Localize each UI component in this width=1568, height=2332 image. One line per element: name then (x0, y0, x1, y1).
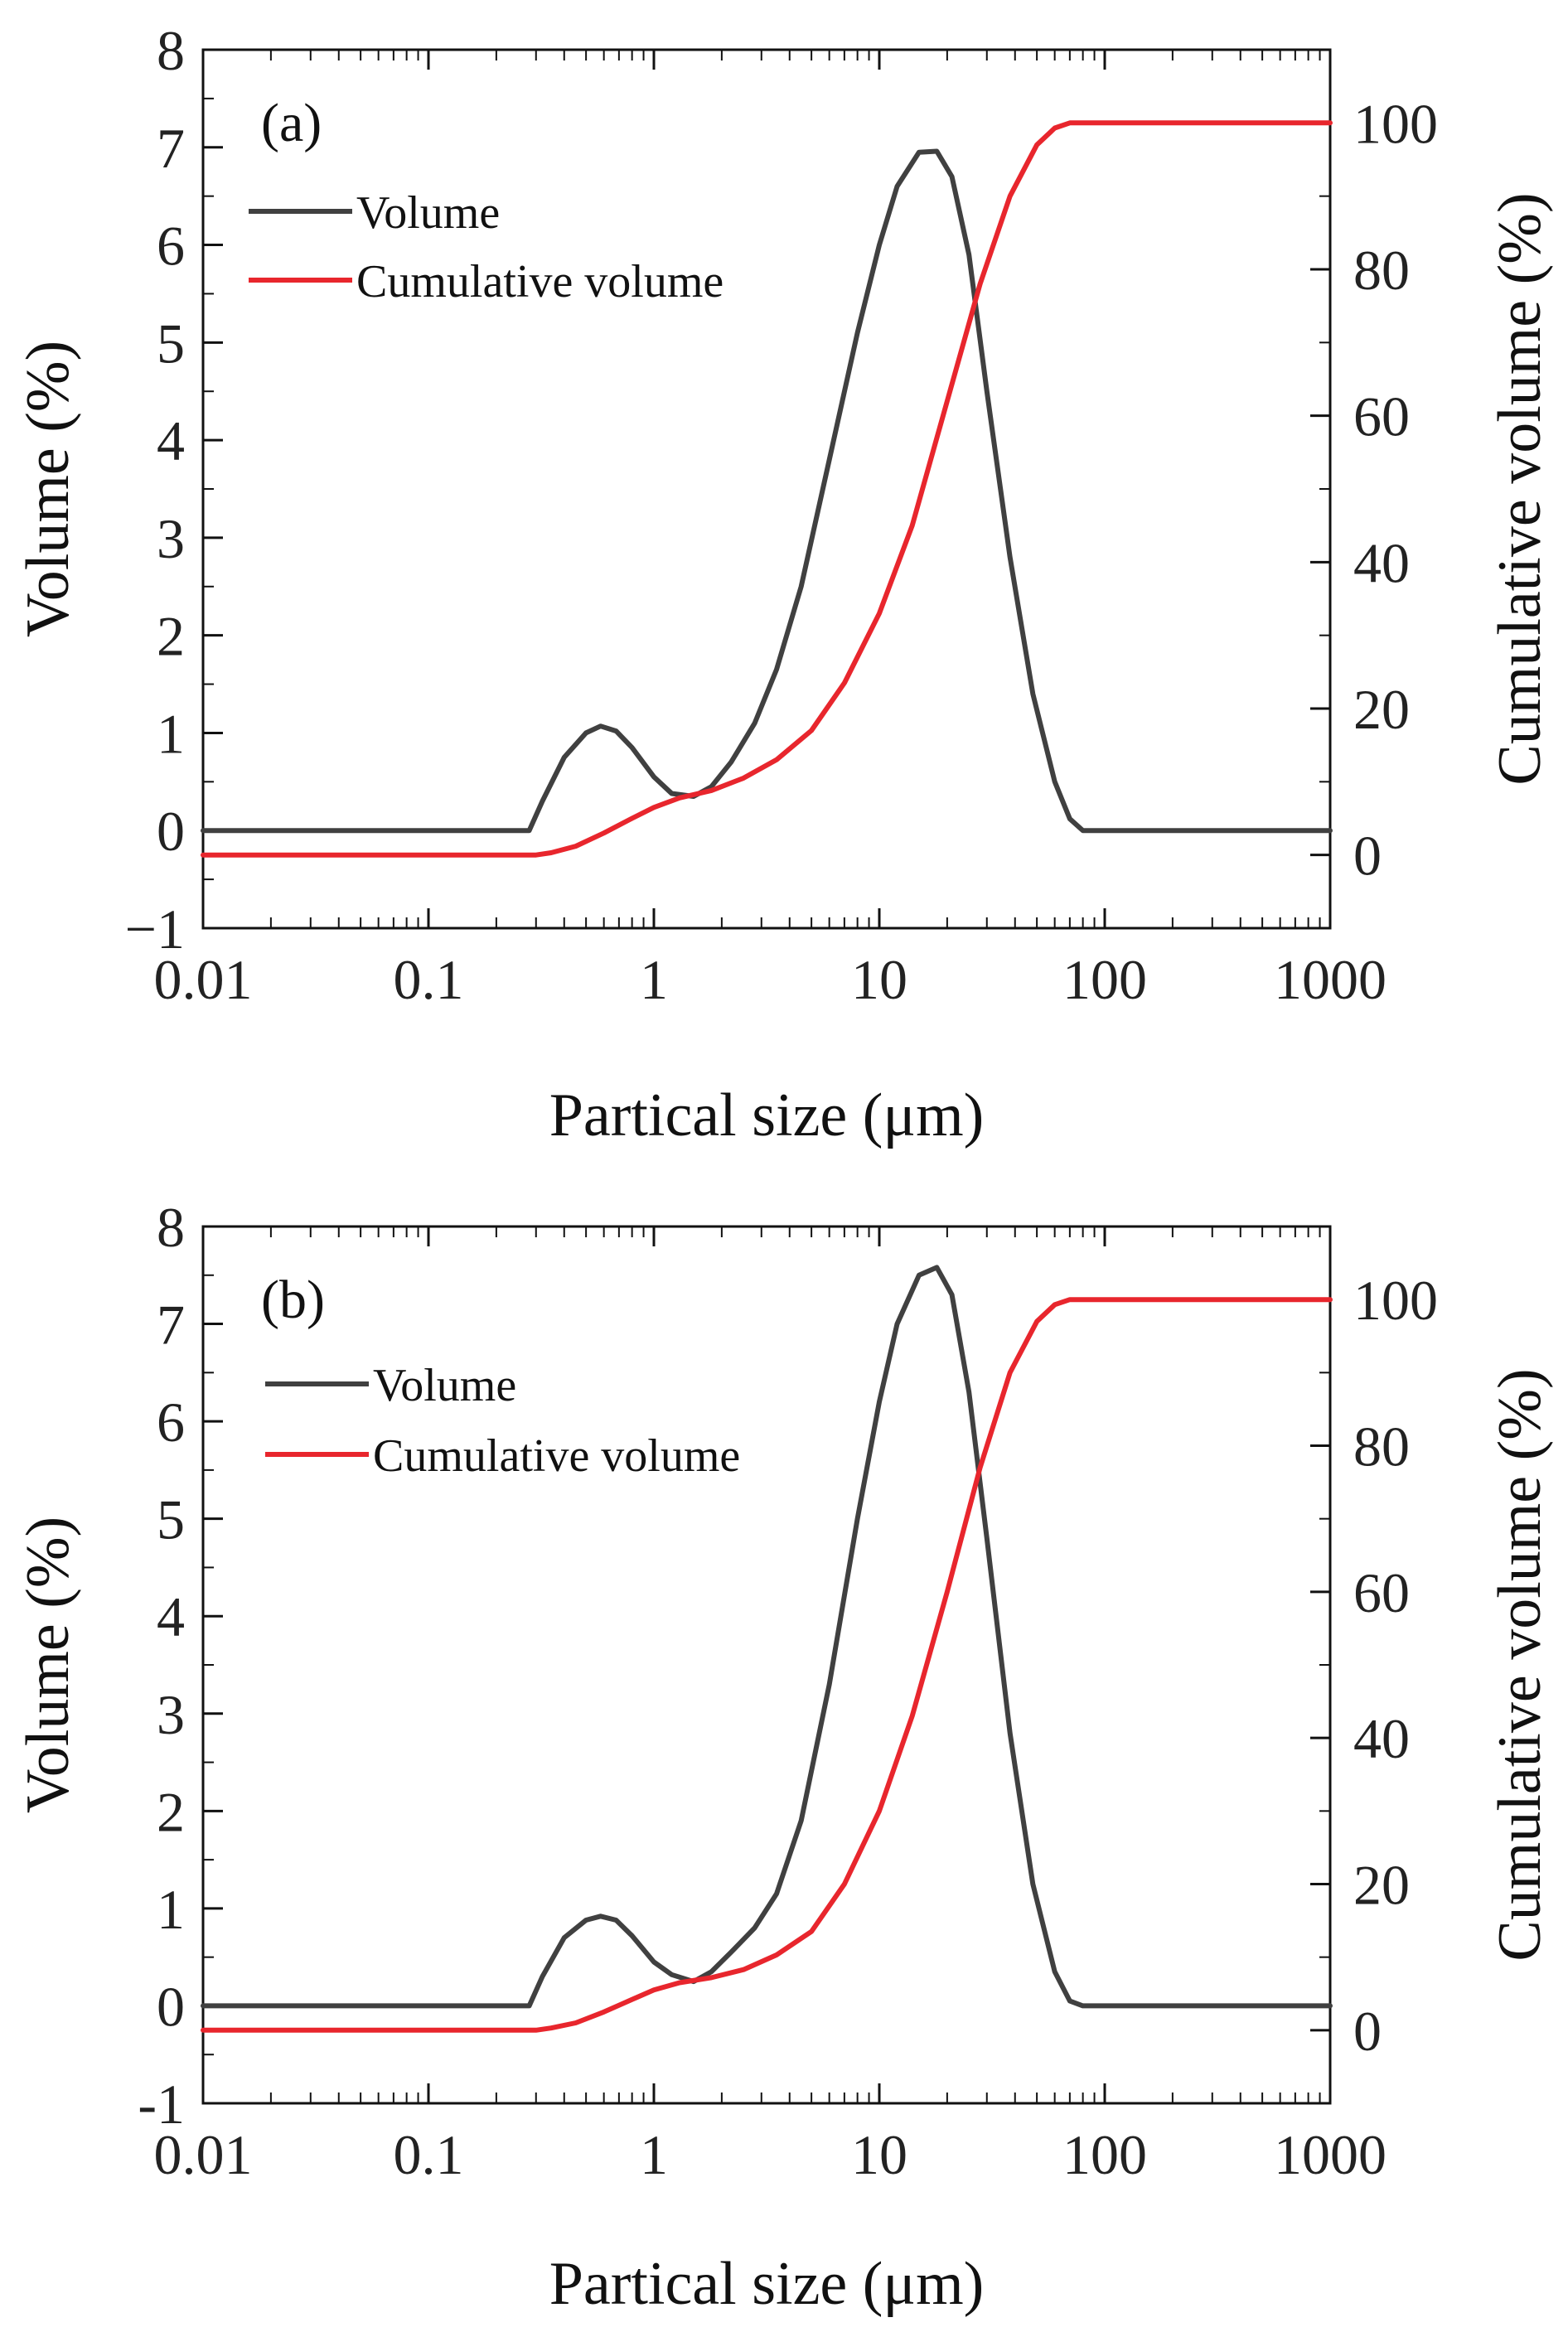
x-tick-label: 0.1 (394, 2123, 464, 2186)
x-tick-label: 0.01 (154, 948, 253, 1011)
y-left-tick-label: 5 (157, 312, 185, 375)
y-left-tick-label: 0 (157, 800, 185, 863)
y-left-axis-title: Volume (%) (14, 341, 82, 637)
y-right-tick-label: 0 (1353, 2000, 1382, 2063)
y-left-tick-label: -1 (138, 2073, 185, 2136)
y-left-tick-label: 4 (157, 1585, 185, 1648)
y-left-tick-label: 2 (157, 1780, 185, 1843)
volume-line (201, 1265, 1333, 2009)
y-right-axis-title: Cumulative volume (%) (1486, 1368, 1554, 1961)
y-left-tick-label: 7 (157, 117, 185, 180)
y-right-tick-label: 60 (1353, 385, 1410, 448)
y-left-tick-label: 5 (157, 1488, 185, 1551)
plot-frame (201, 1225, 1332, 2105)
y-right-tick-label: 60 (1353, 1561, 1410, 1624)
x-axis-title: Partical size (μm) (549, 1081, 985, 1149)
x-tick-label: 1000 (1274, 948, 1387, 1011)
y-left-tick-label: 1 (157, 1878, 185, 1941)
cumulative-volume-line (201, 120, 1333, 858)
chart-panel-a: 0.01 0.1 1 10 100 1000−1012345678020406080100… (14, 19, 1554, 1149)
panel-label: (a) (261, 93, 322, 153)
y-left-tick-label: 3 (157, 1683, 185, 1746)
y-right-axis-title: Cumulative volume (%) (1486, 192, 1554, 785)
y-left-tick-label: 7 (157, 1294, 185, 1357)
y-right-tick-label: 0 (1353, 825, 1382, 888)
x-tick-label: 0.1 (394, 948, 464, 1011)
legend-label: Volume (356, 187, 500, 239)
panel-label: (b) (261, 1270, 325, 1330)
cumulative-volume-line (201, 1297, 1333, 2033)
y-right-tick-label: 40 (1353, 1707, 1410, 1770)
x-tick-label: 100 (1062, 2123, 1147, 2186)
y-left-tick-label: 8 (157, 19, 185, 82)
legend-label: Cumulative volume (373, 1430, 740, 1482)
x-tick-label: 10 (851, 2123, 907, 2186)
y-right-tick-label: 100 (1353, 92, 1438, 155)
y-right-tick-label: 80 (1353, 239, 1410, 302)
x-tick-label: 10 (851, 948, 907, 1011)
x-tick-label: 1 (640, 2123, 668, 2186)
y-left-tick-label: 1 (157, 702, 185, 765)
legend-label: Volume (373, 1360, 516, 1411)
y-left-tick-label: 6 (157, 1391, 185, 1454)
chart-panel-b: 0.01 0.1 1 10 100 1000-1012345678020406080100… (14, 1196, 1554, 2318)
plot-frame (201, 48, 1332, 930)
legend: Volume Cumulative volume (265, 1360, 740, 1482)
y-right-tick-label: 100 (1353, 1269, 1438, 1332)
y-left-tick-label: 2 (157, 605, 185, 668)
y-right-tick-label: 40 (1353, 531, 1410, 594)
y-left-tick-label: 8 (157, 1196, 185, 1259)
legend: Volume Cumulative volume (249, 187, 724, 307)
y-left-tick-label: 4 (157, 409, 185, 472)
y-left-tick-label: 6 (157, 215, 185, 278)
y-left-tick-label: 3 (157, 507, 185, 570)
y-left-tick-label: −1 (125, 897, 185, 960)
y-left-axis-title: Volume (%) (14, 1517, 82, 1813)
x-tick-label: 1000 (1274, 2123, 1387, 2186)
x-tick-label: 100 (1062, 948, 1147, 1011)
y-left-tick-label: 0 (157, 1975, 185, 2038)
x-axis-title: Partical size (μm) (549, 2250, 985, 2318)
x-tick-label: 0.01 (154, 2123, 253, 2186)
y-right-tick-label: 20 (1353, 1854, 1410, 1917)
x-tick-label: 1 (640, 948, 668, 1011)
y-right-tick-label: 20 (1353, 678, 1410, 741)
y-right-tick-label: 80 (1353, 1415, 1410, 1478)
volume-line (201, 148, 1333, 834)
legend-label: Cumulative volume (356, 256, 724, 307)
